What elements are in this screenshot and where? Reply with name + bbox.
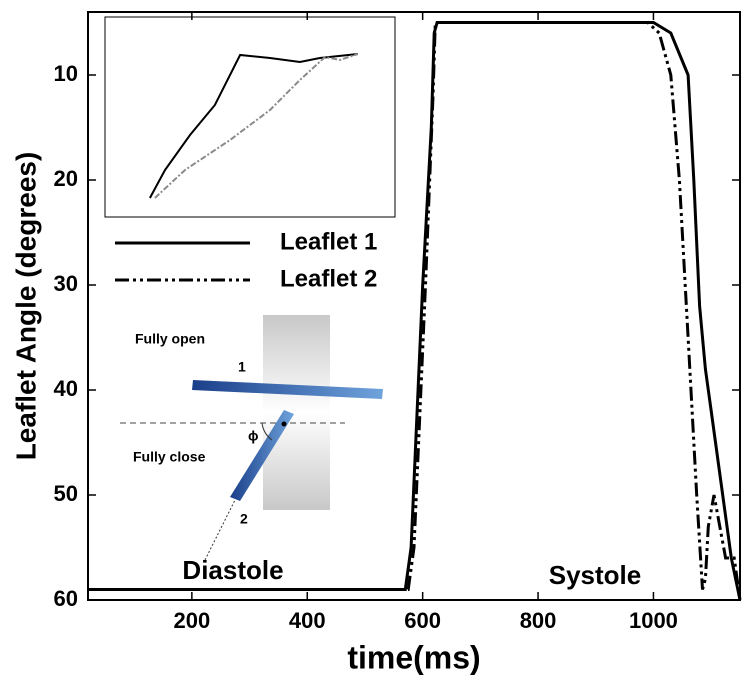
valve-diagram [120,315,383,561]
x-tick-label: 1000 [629,608,678,633]
plot-frame [87,11,741,601]
annotation: 2 [240,511,248,527]
y-axis-title: Leaflet Angle (degrees) [10,152,41,461]
inset-line [154,53,359,199]
inset-frame [104,16,396,218]
axis-line [204,499,236,561]
annotation: Fully close [133,449,206,465]
x-tick-label: 400 [289,608,326,633]
x-tick-label: 600 [404,608,441,633]
legend-label: Leaflet 1 [280,228,377,255]
annotation: ϕ [248,428,259,444]
angle-arc [261,422,273,441]
inset-line [149,53,359,199]
y-tick-label: 20 [54,166,78,191]
annotation: 1 [238,359,246,375]
annotation: Systole [549,560,642,590]
pivot [281,421,287,427]
y-tick-label: 10 [54,61,78,86]
annotation: Fully open [135,331,205,347]
series-line [88,21,742,601]
x-axis-title: time(ms) [347,639,480,675]
x-tick-label: 800 [520,608,557,633]
annotation: Diastole [182,555,283,585]
x-tick-label: 200 [173,608,210,633]
y-tick-label: 50 [54,481,78,506]
y-tick-label: 30 [54,271,78,296]
leaflet-open [192,380,383,399]
legend-label: Leaflet 2 [280,265,377,292]
leaflet-closed [230,410,294,501]
y-tick-label: 60 [54,586,78,611]
y-tick-label: 40 [54,376,78,401]
valve-housing [263,315,330,510]
